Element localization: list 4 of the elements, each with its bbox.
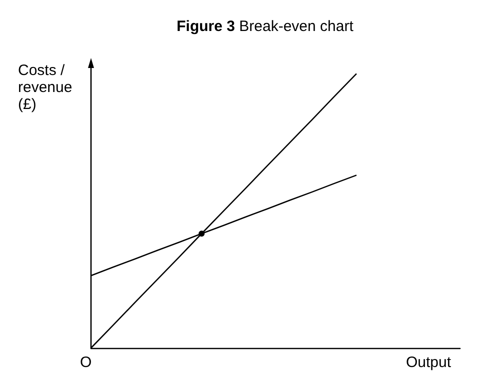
x-axis-title: Output <box>406 354 452 371</box>
y-axis-title: Costs / revenue (£) <box>18 62 76 113</box>
text: O <box>80 354 92 371</box>
chart-title: Figure 3 Break-even chart <box>176 18 354 35</box>
